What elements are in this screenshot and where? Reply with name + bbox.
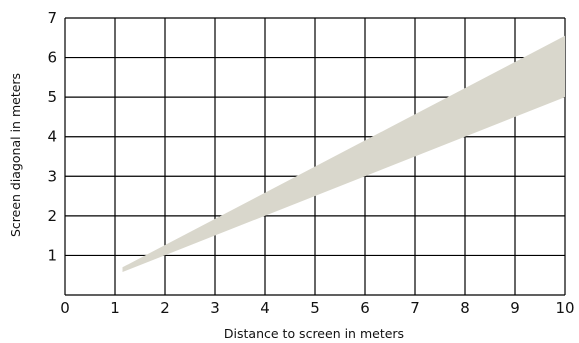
y-tick-label: 5 [47,88,57,106]
x-tick-label: 2 [160,299,170,317]
x-axis-label: Distance to screen in meters [224,326,404,341]
screen-size-band [122,35,565,273]
x-tick-label: 6 [360,299,370,317]
x-tick-label: 10 [555,299,574,317]
y-tick-label: 3 [47,167,57,185]
x-tick-label: 9 [510,299,520,317]
y-tick-label: 4 [47,128,57,146]
y-tick-label: 6 [47,49,57,67]
x-tick-label: 0 [60,299,70,317]
band-layer [122,35,565,273]
x-tick-label: 3 [210,299,220,317]
x-tick-label: 4 [260,299,270,317]
grid-layer [64,17,566,296]
y-tick-layer: 1 2 3 4 5 6 7 [47,9,57,264]
y-tick-label: 7 [47,9,57,27]
x-tick-label: 1 [110,299,120,317]
y-tick-label: 2 [47,207,57,225]
x-tick-label: 8 [460,299,470,317]
x-tick-label: 7 [410,299,420,317]
x-tick-label: 5 [310,299,320,317]
y-axis-label: Screen diagonal in meters [8,73,23,237]
y-tick-label: 1 [47,246,57,264]
x-tick-layer: 0 1 2 3 4 5 6 7 8 9 10 [60,299,574,317]
